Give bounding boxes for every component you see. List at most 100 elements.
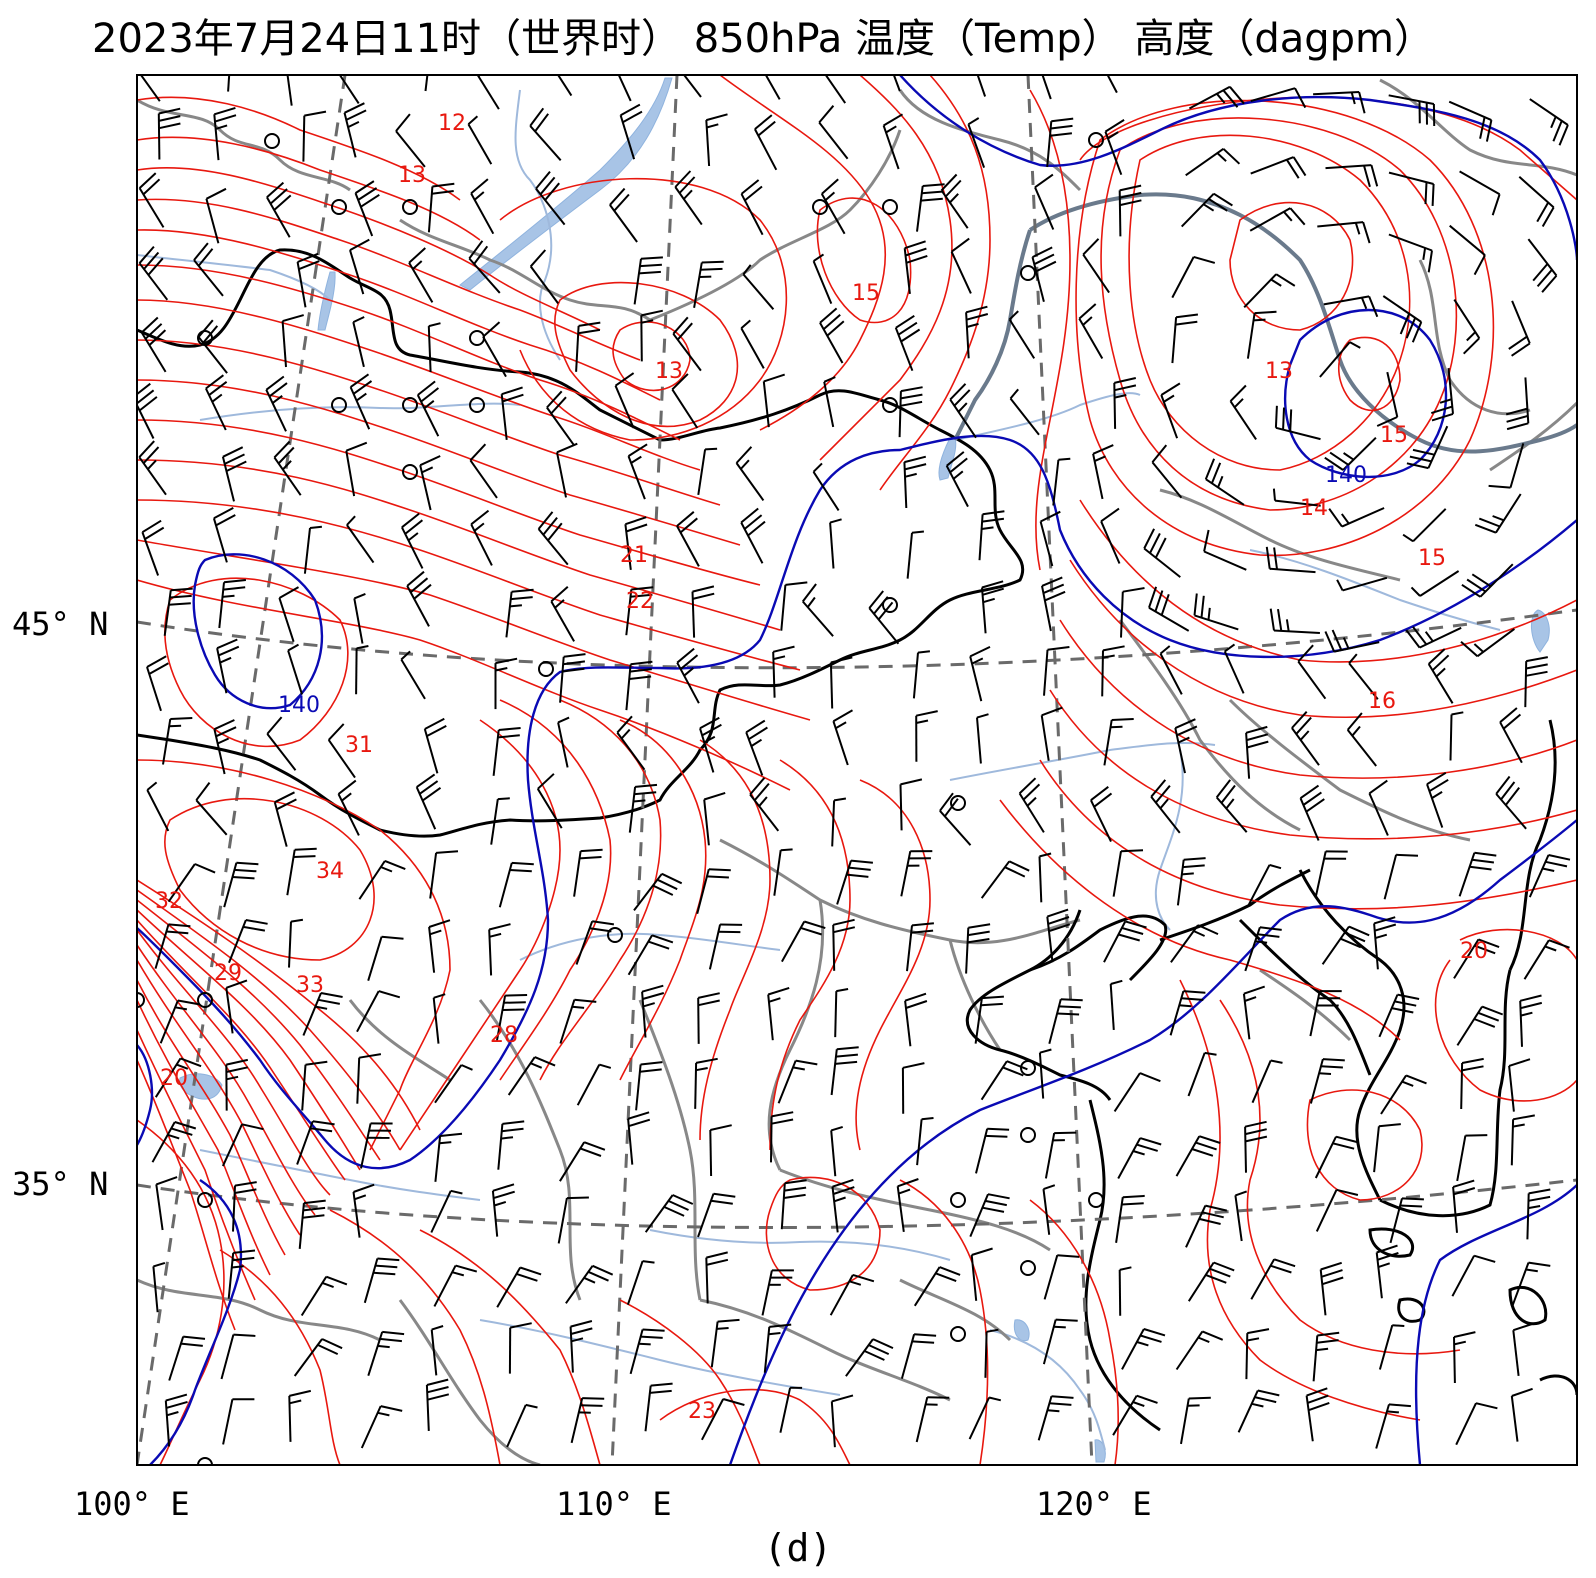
wind-barb-tick: [322, 1281, 334, 1289]
wind-barb: [167, 863, 196, 903]
wind-barb-tick: [1245, 1128, 1267, 1136]
wind-barb: [157, 113, 161, 160]
wind-barb-tick: [325, 1275, 348, 1286]
wind-barb-tick: [1114, 384, 1137, 392]
wind-barb-tick: [1499, 707, 1518, 723]
wind-barb-tick: [1536, 269, 1553, 288]
wind-barb: [703, 799, 710, 846]
wind-barb: [1342, 436, 1377, 471]
wind-barb-tick: [494, 1200, 507, 1207]
wind-barb-tick: [1328, 508, 1343, 528]
wind-barb-tick: [1269, 863, 1282, 870]
wind-barb: [1448, 100, 1492, 122]
wind-barb-tick: [640, 1335, 663, 1339]
wind-barb-tick: [745, 719, 766, 734]
wind-barb: [641, 991, 647, 1038]
wind-barb: [220, 1334, 235, 1380]
wind-barb-tick: [904, 455, 927, 464]
wind-barb-tick: [906, 254, 928, 264]
wind-barb: [273, 801, 288, 847]
wind-barb: [1451, 1255, 1475, 1297]
wind-barb-tick: [902, 1062, 925, 1069]
wind-barb-tick: [379, 1337, 402, 1343]
wind-barb-tick: [986, 1328, 999, 1333]
wind-barb: [288, 1395, 292, 1442]
wind-barb-tick: [509, 869, 532, 873]
wind-barb-tick: [165, 1393, 188, 1402]
wind-barb-tick: [885, 125, 897, 134]
wind-barb-tick: [966, 322, 979, 328]
wind-barb-tick: [647, 940, 670, 950]
wind-barb-tick: [1431, 412, 1454, 422]
wind-barb-tick: [678, 176, 696, 194]
wind-barb: [980, 1060, 1008, 1101]
wind-barb-tick: [642, 1328, 665, 1332]
wind-barb-tick: [158, 115, 181, 122]
wind-barb-tick: [473, 245, 489, 265]
wind-barb-tick: [1121, 1202, 1144, 1206]
wind-barb: [488, 929, 493, 976]
wind-barb-tick: [1151, 444, 1168, 463]
wind-barb: [221, 1123, 243, 1167]
wind-barb-tick: [1094, 455, 1106, 463]
wind-barb: [894, 327, 914, 372]
wind-barb-tick: [570, 1327, 593, 1335]
wind-barb-tick: [710, 1199, 733, 1205]
wind-barb: [146, 789, 170, 832]
wind-barb-tick: [771, 1118, 794, 1125]
wind-barb-tick: [211, 393, 223, 403]
wind-barb-tick: [1528, 1195, 1551, 1202]
wind-barb-tick: [767, 986, 790, 996]
wind-barb-tick: [1054, 1131, 1077, 1135]
wind-barb: [1325, 164, 1372, 170]
wind-barb-tick: [1525, 1268, 1538, 1273]
wind-barb: [537, 528, 569, 566]
wind-barb-tick: [949, 193, 959, 204]
wind-barb: [425, 1384, 430, 1431]
wind-barb-tick: [354, 1194, 367, 1201]
wind-barb-tick: [147, 459, 157, 470]
wind-barb-tick: [1324, 456, 1344, 471]
wind-barb-tick: [1215, 779, 1231, 799]
wind-barb-tick: [642, 1260, 655, 1264]
wind-barb: [535, 187, 566, 226]
wind-barb-tick: [706, 875, 729, 879]
wind-barb: [754, 128, 778, 171]
wind-barb-tick: [671, 373, 689, 391]
wind-barb-tick: [1244, 1120, 1267, 1128]
wind-barb-tick: [819, 307, 838, 324]
wind-barb-tick: [345, 441, 368, 452]
wind-barb: [635, 1064, 642, 1111]
wind-barb: [1479, 563, 1514, 598]
wind-barb-tick: [822, 314, 841, 331]
wind-barb-tick: [1412, 448, 1435, 456]
wind-barb-tick: [1461, 1057, 1484, 1064]
wind-barb-tick: [320, 992, 343, 998]
wind-barb-tick: [170, 587, 193, 592]
wind-barb-tick: [245, 919, 268, 925]
wind-barb-tick: [1049, 132, 1073, 137]
wind-barb-tick: [706, 123, 719, 129]
wind-barb: [1250, 1258, 1276, 1300]
wind-barb: [559, 1141, 586, 1182]
wind-barb: [619, 114, 636, 160]
wind-barb-tick: [1022, 783, 1041, 801]
wind-barb-tick: [1051, 1395, 1074, 1399]
wind-barb-tick: [419, 455, 441, 467]
wind-barb: [1510, 1119, 1515, 1166]
wind-barb-tick: [699, 716, 720, 730]
wind-barb-tick: [1526, 656, 1548, 663]
wind-barb: [1188, 85, 1231, 110]
wind-barb-tick: [1253, 318, 1266, 322]
t-label: 13: [398, 163, 426, 188]
wind-barb-tick: [138, 245, 155, 264]
wind-barb-tick: [1508, 1058, 1531, 1067]
wind-barb-tick: [273, 194, 292, 211]
wind-barb: [975, 1128, 989, 1174]
wind-barb-tick: [215, 726, 237, 738]
wind-barb: [353, 598, 364, 644]
wind-barb-tick: [273, 440, 291, 459]
wind-barb-tick: [1289, 409, 1293, 432]
wind-barb-tick: [1358, 91, 1366, 114]
